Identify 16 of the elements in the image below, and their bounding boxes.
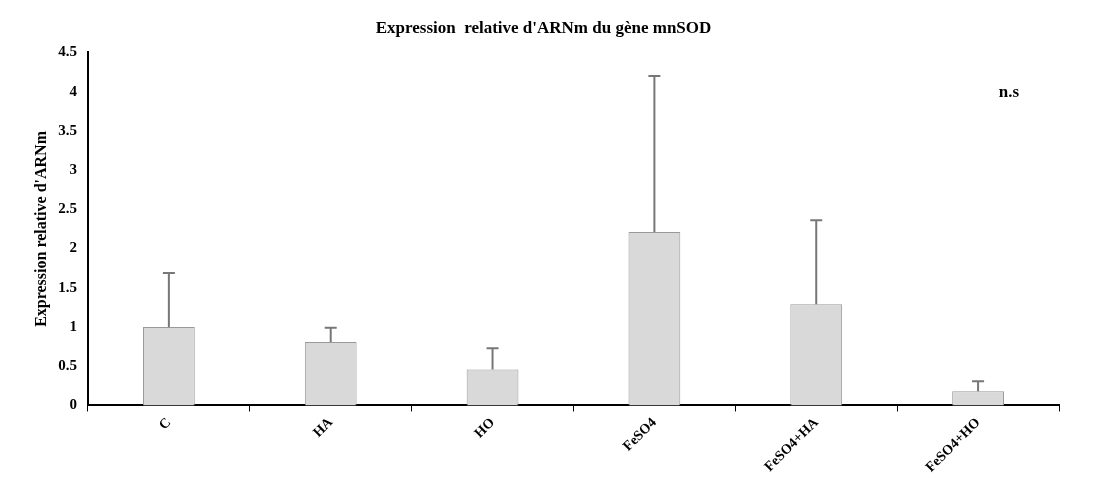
annotation: n.s (998, 82, 1020, 102)
y-tick-label: 1.5 (58, 278, 77, 295)
y-tick-label: 1 (69, 317, 77, 334)
x-tick-label: HO (471, 414, 498, 441)
y-tick-label: 4.5 (58, 43, 77, 60)
y-tick-label: 2 (69, 239, 77, 256)
y-tick-label: 2.5 (58, 200, 77, 217)
x-tick-label: HA (309, 413, 337, 440)
chart-title: Expression relative d'ARNm du gène mnSOD (375, 17, 712, 37)
y-tick-label: 0 (69, 396, 77, 413)
y-tick-label: 4 (69, 82, 78, 99)
y-axis-title: Expression relative d'ARNm (31, 130, 50, 327)
x-tick-label: C (155, 414, 174, 433)
y-tick-label: 3.5 (58, 121, 77, 138)
y-tick-label: 0.5 (58, 357, 77, 374)
y-tick-label: 3 (69, 160, 77, 177)
